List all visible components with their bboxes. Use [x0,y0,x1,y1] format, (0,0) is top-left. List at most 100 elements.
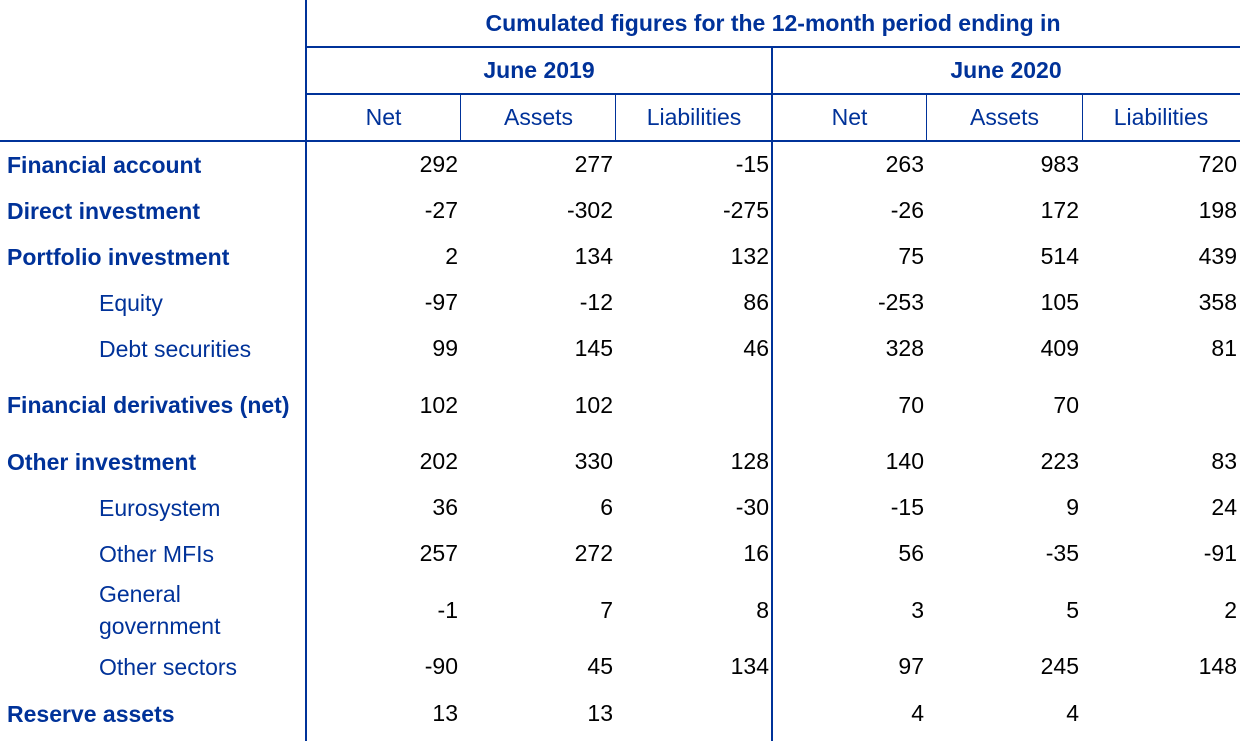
vline-left [305,0,307,741]
hline-mid [306,93,1240,95]
row-label: General government [99,581,221,639]
table-cell [1082,372,1240,438]
row-label: Other investment [7,448,197,475]
table-cell [616,372,772,438]
table-cell: 720 [1198,151,1237,177]
table-cell: 145 [574,335,613,361]
table-cell: 105 [1040,289,1079,315]
table-cell: 132 [730,243,769,269]
subcol-assets-2020: Assets [969,104,1040,130]
table-cell [616,690,772,737]
table-cell: 5 [1066,596,1079,623]
table-cell: -253 [877,289,924,315]
table-cell: 223 [1040,448,1079,474]
table-cell: 134 [574,243,613,269]
table-cell: 358 [1198,289,1237,315]
row-label: Other MFIs [99,540,215,567]
hline-top [306,46,1240,48]
row-label: Portfolio investment [7,243,230,270]
subcol-liabilities-2020: Liabilities [1113,104,1209,130]
table-cell: 172 [1040,197,1079,223]
hline-header-bottom [0,140,1240,142]
subcol-assets-2019: Assets [503,104,574,130]
vline-subcol-5 [1082,94,1083,141]
period-june-2020: June 2020 [950,57,1062,83]
table-cell: 102 [574,391,613,418]
table-cell: 148 [1198,653,1237,679]
table-cell: 70 [1053,391,1079,418]
table-cell: 202 [419,448,458,474]
table-cell: 272 [574,540,613,566]
table-cell: 409 [1040,335,1079,361]
table-cell: 46 [743,335,769,361]
table-cell: 24 [1211,494,1237,520]
vline-subcol-1 [460,94,461,141]
row-label: Financial account [7,151,202,178]
subcol-net-2019: Net [365,104,402,130]
table-cell [1082,690,1240,737]
table-cell: -30 [735,494,769,520]
table-cell: 70 [898,391,924,418]
vline-subcol-4 [926,94,927,141]
table-cell: 257 [419,540,458,566]
table-cell: 13 [432,700,458,726]
table-cell: -97 [424,289,458,315]
table-cell: 134 [730,653,769,679]
vline-subcol-2 [615,94,616,141]
table-cell: -302 [566,197,613,223]
table-cell: -275 [722,197,769,223]
table-cell: 8 [756,596,769,623]
table-cell: 45 [587,653,613,679]
table-cell: -90 [424,653,458,679]
table-cell: 263 [885,151,924,177]
table-cell: 514 [1040,243,1079,269]
row-label: Eurosystem [99,494,221,521]
table-cell: 140 [885,448,924,474]
table-cell: -27 [424,197,458,223]
table-cell: 328 [885,335,924,361]
table-cell: -91 [1203,540,1237,566]
table-cell: 4 [1066,700,1079,726]
row-label: Other sectors [99,653,238,680]
table-cell: 245 [1040,653,1079,679]
table-cell: 983 [1040,151,1079,177]
table-cell: -26 [890,197,924,223]
table-cell: 13 [587,700,613,726]
table-cell: 102 [419,391,458,418]
table-cell: 99 [432,335,458,361]
table-cell: 277 [574,151,613,177]
table-cell: -15 [735,151,769,177]
period-june-2019: June 2019 [483,57,595,83]
table-cell: -1 [437,596,458,623]
table-cell: 4 [911,700,924,726]
table-cell: 2 [1224,596,1237,623]
table-cell: 36 [432,494,458,520]
table-cell: 86 [743,289,769,315]
table-title: Cumulated figures for the 12-month perio… [485,10,1061,36]
row-label: Equity [99,289,163,316]
table-cell: 439 [1198,243,1237,269]
table-cell: 97 [898,653,924,679]
table-cell: -12 [579,289,613,315]
table-cell: 75 [898,243,924,269]
row-label: Direct investment [7,197,201,224]
table-cell: -35 [1045,540,1079,566]
table-cell: 6 [600,494,613,520]
table-cell: 83 [1211,448,1237,474]
subcol-liabilities-2019: Liabilities [646,104,742,130]
vline-middle [771,47,773,741]
table-cell: 16 [743,540,769,566]
table-cell: 2 [445,243,458,269]
row-label: Financial derivatives (net) [7,392,290,418]
table-cell: -15 [890,494,924,520]
table-cell: 330 [574,448,613,474]
table-cell: 81 [1211,335,1237,361]
table-cell: 56 [898,540,924,566]
table-cell: 128 [730,448,769,474]
row-label: Debt securities [99,335,252,362]
table-cell: 7 [600,596,613,623]
subcol-net-2020: Net [831,104,868,130]
row-label: Reserve assets [7,700,175,727]
table-cell: 198 [1198,197,1237,223]
